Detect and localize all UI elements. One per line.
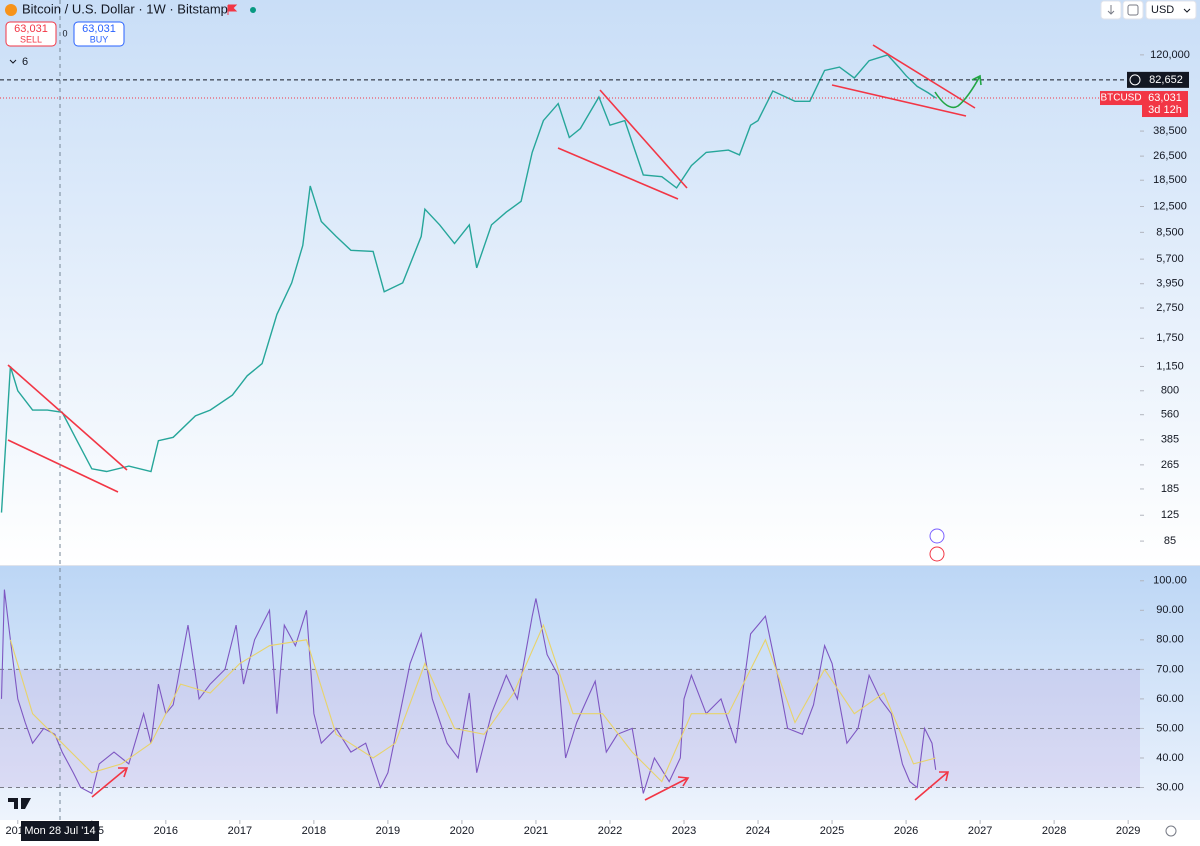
buy-label: BUY <box>90 34 109 44</box>
download-icon <box>1107 5 1115 15</box>
x-tick-label: 2017 <box>228 825 252 837</box>
currency-select[interactable] <box>1145 0 1197 20</box>
x-tick-label: 2019 <box>376 825 400 837</box>
buy-price: 63,031 <box>82 23 116 35</box>
flag-icon <box>227 4 238 15</box>
collapse-icon[interactable] <box>9 59 17 64</box>
y-tick-label: 8,500 <box>1156 226 1184 238</box>
sell-price: 63,031 <box>14 23 48 35</box>
y-tick-label: 30.00 <box>1156 781 1184 793</box>
price-label: 82,652 <box>1149 74 1183 86</box>
price-line <box>0 54 937 513</box>
settings-icon[interactable] <box>1165 825 1177 837</box>
y-tick-label: 800 <box>1161 385 1179 397</box>
x-tick-label: 2027 <box>968 825 992 837</box>
rsi-line <box>9 623 936 783</box>
y-tick-label: 80.00 <box>1156 634 1184 646</box>
sell-button[interactable] <box>5 21 57 47</box>
y-tick-label: 125 <box>1161 509 1179 521</box>
y-tick-label: 60.00 <box>1156 693 1184 705</box>
y-tick-label: 70.00 <box>1156 663 1184 675</box>
x-tick-label: 2025 <box>820 825 844 837</box>
reset-button[interactable] <box>1122 0 1144 20</box>
rsi-line <box>0 589 937 795</box>
x-tick-label: 2029 <box>1116 825 1140 837</box>
projection-arrow <box>934 74 982 109</box>
y-tick-label: 265 <box>1161 459 1179 471</box>
spread: 0 <box>62 28 67 38</box>
y-tick-label: 3,950 <box>1156 278 1184 290</box>
y-tick-label: 385 <box>1161 434 1179 446</box>
y-tick-label: 18,500 <box>1153 174 1187 186</box>
reset-icon <box>1127 4 1139 16</box>
y-tick-label: 185 <box>1161 483 1179 495</box>
symbol-label: BTCUSD <box>1100 93 1141 104</box>
sell-label: SELL <box>20 34 42 44</box>
y-tick-label: 85 <box>1164 535 1176 547</box>
add-icon <box>1129 74 1141 86</box>
event-icons <box>929 528 945 562</box>
price-label: 63,031 <box>1148 92 1182 104</box>
y-tick-label: 120,000 <box>1150 49 1190 61</box>
x-tick-label: 2020 <box>450 825 474 837</box>
x-tick-label: 2026 <box>894 825 918 837</box>
buy-button[interactable] <box>73 21 125 47</box>
x-tick-label: 2028 <box>1042 825 1066 837</box>
y-tick-label: 26,500 <box>1153 150 1187 162</box>
symbol-icon <box>5 4 17 16</box>
currency: USD <box>1151 4 1174 16</box>
y-tick-label: 5,700 <box>1156 253 1184 265</box>
logo <box>8 798 31 809</box>
y-tick-label: 560 <box>1161 409 1179 421</box>
x-tick-label: 2023 <box>672 825 696 837</box>
status-dot <box>250 7 256 13</box>
x-tick-label: 2022 <box>598 825 622 837</box>
symbol-box <box>1100 91 1142 106</box>
price-label-box <box>1127 71 1189 88</box>
x-tick-label: 2021 <box>524 825 548 837</box>
y-tick-label: 40.00 <box>1156 752 1184 764</box>
rsi-pane <box>0 566 1200 820</box>
price-label-box <box>1142 91 1188 118</box>
y-tick-label: 1,150 <box>1156 360 1184 372</box>
trend-lines <box>7 44 976 801</box>
y-tick-label: 12,500 <box>1153 200 1187 212</box>
dropdown-icon <box>1183 8 1191 13</box>
countdown-label: 3d 12h <box>1148 104 1182 116</box>
y-tick-label: 2,750 <box>1156 302 1184 314</box>
price-pane <box>0 0 1200 565</box>
y-tick-label: 50.00 <box>1156 722 1184 734</box>
y-tick-label: 100.00 <box>1153 575 1187 587</box>
symbol-title: Bitcoin / U.S. Dollar · 1W · Bitstamp <box>22 1 228 16</box>
crosshair-label-box <box>21 821 99 841</box>
x-tick-label: 2016 <box>154 825 178 837</box>
y-tick-label: 1,750 <box>1156 332 1184 344</box>
indicators-count: 6 <box>22 56 28 68</box>
y-tick-label: 38,500 <box>1153 125 1187 137</box>
y-tick-label: 90.00 <box>1156 604 1184 616</box>
crosshair-label: Mon 28 Jul '14 <box>24 825 95 837</box>
x-tick-label: 2018 <box>302 825 326 837</box>
x-tick-label: 2024 <box>746 825 770 837</box>
